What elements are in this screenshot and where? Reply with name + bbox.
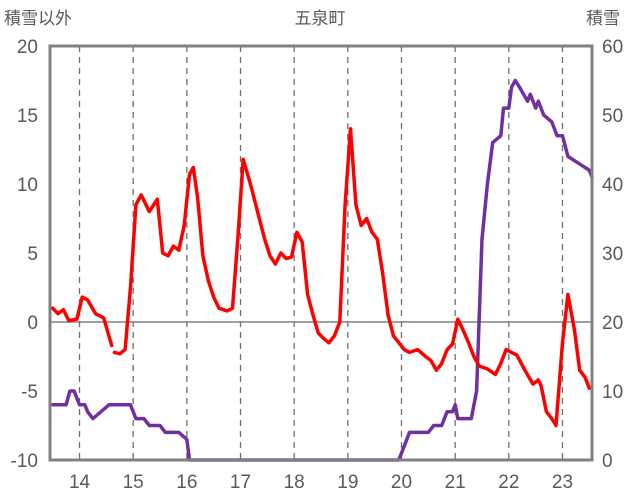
plot-frame bbox=[48, 44, 594, 462]
x-tick-label: 15 bbox=[123, 472, 144, 493]
y-right-tick-label: 50 bbox=[602, 106, 623, 127]
series-line-left-axis bbox=[112, 127, 592, 428]
right-axis-label: 積雪 bbox=[586, 9, 620, 29]
left-axis-ticks: -10 -5 0 5 10 15 20 bbox=[11, 37, 38, 472]
chart-title: 五泉町 bbox=[295, 9, 346, 29]
y-right-tick-label: 30 bbox=[602, 244, 623, 265]
y-right-tick-label: 60 bbox=[602, 37, 623, 58]
x-tick-label: 21 bbox=[445, 472, 466, 493]
y-left-tick-label: 10 bbox=[17, 175, 38, 196]
left-axis-label: 積雪以外 bbox=[4, 9, 72, 29]
x-axis-ticks: 14 15 16 17 18 19 20 21 22 23 bbox=[69, 472, 573, 493]
y-left-tick-label: 5 bbox=[27, 244, 38, 265]
y-right-tick-label: 10 bbox=[602, 382, 623, 403]
y-left-tick-label: 15 bbox=[17, 106, 38, 127]
x-tick-label: 16 bbox=[176, 472, 197, 493]
x-tick-label: 18 bbox=[284, 472, 305, 493]
y-left-tick-label: -5 bbox=[21, 382, 38, 403]
right-axis-ticks: 0 10 20 30 40 50 60 bbox=[602, 37, 623, 472]
y-right-tick-label: 20 bbox=[602, 313, 623, 334]
y-left-tick-label: 0 bbox=[27, 313, 38, 334]
series-line-left-axis bbox=[50, 295, 114, 348]
y-left-tick-label: -10 bbox=[11, 451, 38, 472]
x-tick-label: 22 bbox=[498, 472, 519, 493]
y-right-tick-label: 0 bbox=[602, 451, 613, 472]
x-tick-label: 17 bbox=[230, 472, 251, 493]
x-tick-label: 23 bbox=[552, 472, 573, 493]
y-right-tick-label: 40 bbox=[602, 175, 623, 196]
series-group bbox=[50, 78, 594, 462]
grid bbox=[50, 46, 592, 460]
x-tick-label: 20 bbox=[391, 472, 412, 493]
x-tick-label: 19 bbox=[337, 472, 358, 493]
series-line-right-axis bbox=[50, 78, 594, 462]
x-tick-label: 14 bbox=[69, 472, 91, 493]
y-left-tick-label: 20 bbox=[17, 37, 38, 58]
